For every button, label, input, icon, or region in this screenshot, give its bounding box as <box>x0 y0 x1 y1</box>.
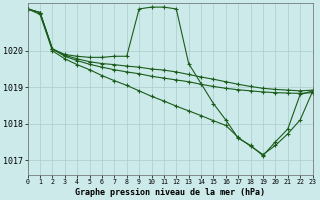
X-axis label: Graphe pression niveau de la mer (hPa): Graphe pression niveau de la mer (hPa) <box>75 188 265 197</box>
